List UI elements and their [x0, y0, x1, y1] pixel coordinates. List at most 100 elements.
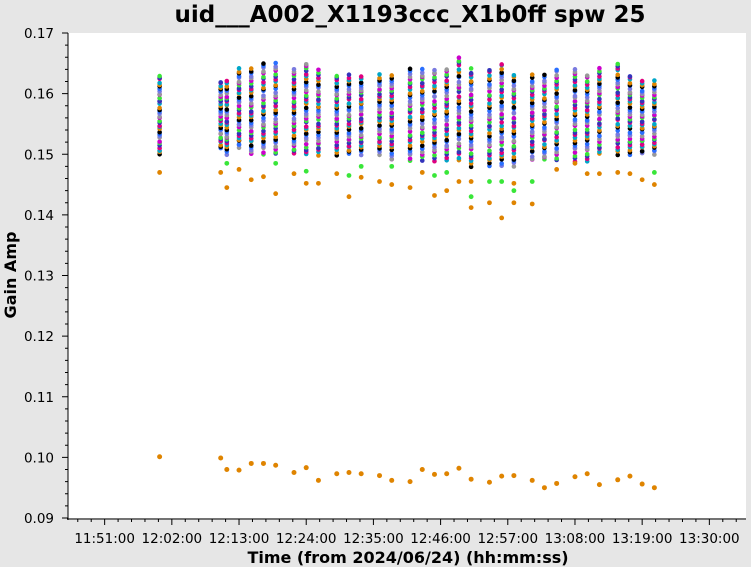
low-series-point	[291, 470, 297, 476]
outlier-point	[627, 171, 633, 177]
cluster-point	[419, 139, 425, 145]
cluster-point	[407, 114, 413, 120]
y-tick-label: 0.09	[24, 511, 54, 527]
cluster-point	[218, 131, 224, 136]
cluster-point	[554, 111, 559, 117]
cluster-point	[334, 109, 340, 114]
outlier-point	[303, 168, 309, 174]
cluster-point	[511, 99, 517, 105]
cluster-point	[529, 72, 535, 77]
cluster-point	[456, 58, 462, 64]
cluster-point	[487, 68, 492, 73]
cluster-point	[273, 144, 278, 149]
low-series-point	[431, 471, 437, 477]
cluster-point	[615, 72, 621, 78]
cluster-point	[615, 116, 621, 121]
data-points	[157, 55, 657, 491]
cluster-point	[542, 154, 547, 159]
cluster-point	[157, 129, 162, 135]
y-tick-label: 0.17	[24, 26, 54, 42]
cluster-point	[291, 103, 297, 109]
outlier-point	[346, 173, 352, 178]
cluster-point	[511, 91, 517, 96]
cluster-point	[615, 121, 621, 127]
cluster-point	[499, 123, 504, 129]
cluster-point	[456, 155, 462, 161]
cluster-point	[377, 139, 382, 145]
cluster-point	[542, 72, 547, 78]
cluster-point	[456, 98, 462, 104]
cluster-point	[346, 72, 352, 78]
cluster-point	[542, 111, 547, 117]
cluster-point	[303, 131, 309, 136]
cluster-point	[248, 101, 254, 106]
cluster-point	[487, 130, 492, 136]
cluster-point	[529, 92, 535, 98]
cluster-point	[407, 80, 413, 86]
cluster-point	[511, 144, 517, 149]
low-series-point	[572, 474, 578, 480]
cluster-point	[224, 152, 230, 158]
cluster-point	[529, 139, 535, 145]
cluster-point	[615, 152, 621, 158]
low-series-point	[389, 477, 395, 483]
cluster-point	[248, 109, 254, 114]
cluster-point	[419, 124, 425, 130]
cluster-point	[316, 121, 321, 127]
low-series-point	[486, 479, 492, 485]
cluster-point	[597, 133, 602, 139]
cluster-point	[597, 65, 602, 71]
cluster-point	[261, 61, 266, 66]
cluster-point	[419, 158, 425, 163]
cluster-point	[487, 108, 492, 114]
cluster-point	[529, 148, 535, 154]
cluster-point	[444, 67, 450, 72]
cluster-point	[627, 74, 633, 79]
low-series-point	[236, 467, 242, 473]
cluster-point	[468, 164, 474, 170]
cluster-point	[468, 109, 474, 114]
x-axis-label: Time (from 2024/06/24) (hh:mm:ss)	[247, 548, 568, 567]
outlier-point	[389, 163, 395, 169]
cluster-point	[639, 88, 645, 94]
cluster-point	[407, 91, 413, 96]
y-tick-label: 0.15	[24, 147, 54, 163]
cluster-point	[316, 67, 321, 73]
low-series-point	[639, 481, 645, 487]
x-tick-label: 12:24:00	[276, 531, 337, 547]
cluster-point	[419, 70, 425, 75]
cluster-point	[248, 143, 254, 148]
cluster-point	[468, 123, 474, 128]
cluster-point	[334, 142, 340, 148]
cluster-point	[346, 112, 352, 118]
cluster-point	[358, 126, 364, 131]
cluster-point	[652, 117, 657, 122]
cluster-point	[419, 143, 425, 149]
cluster-point	[334, 116, 340, 121]
cluster-point	[273, 90, 278, 96]
x-tick-label: 11:51:00	[74, 531, 135, 547]
cluster-point	[273, 82, 278, 88]
cluster-point	[456, 125, 462, 131]
cluster-point	[529, 100, 535, 106]
cluster-point	[303, 145, 309, 150]
cluster-point	[456, 94, 462, 99]
outlier-point	[432, 173, 437, 178]
cluster-point	[444, 72, 450, 77]
cluster-point	[554, 98, 559, 104]
plot-area	[68, 33, 746, 518]
cluster-point	[511, 154, 517, 160]
cluster-point	[419, 121, 425, 126]
x-axis: 11:51:00 12:02:00 12:13:00 12:24:00 12:35:00…	[67, 518, 746, 547]
cluster-point	[419, 66, 425, 72]
cluster-point	[407, 106, 413, 112]
cluster-point	[572, 93, 578, 99]
y-tick-label: 0.13	[24, 269, 54, 285]
cluster-point	[627, 90, 633, 95]
outlier-point	[346, 194, 352, 200]
cluster-point	[334, 80, 340, 86]
low-series-point	[651, 485, 657, 491]
low-series-point	[584, 471, 590, 477]
cluster-point	[303, 141, 309, 147]
cluster-point	[468, 92, 474, 98]
